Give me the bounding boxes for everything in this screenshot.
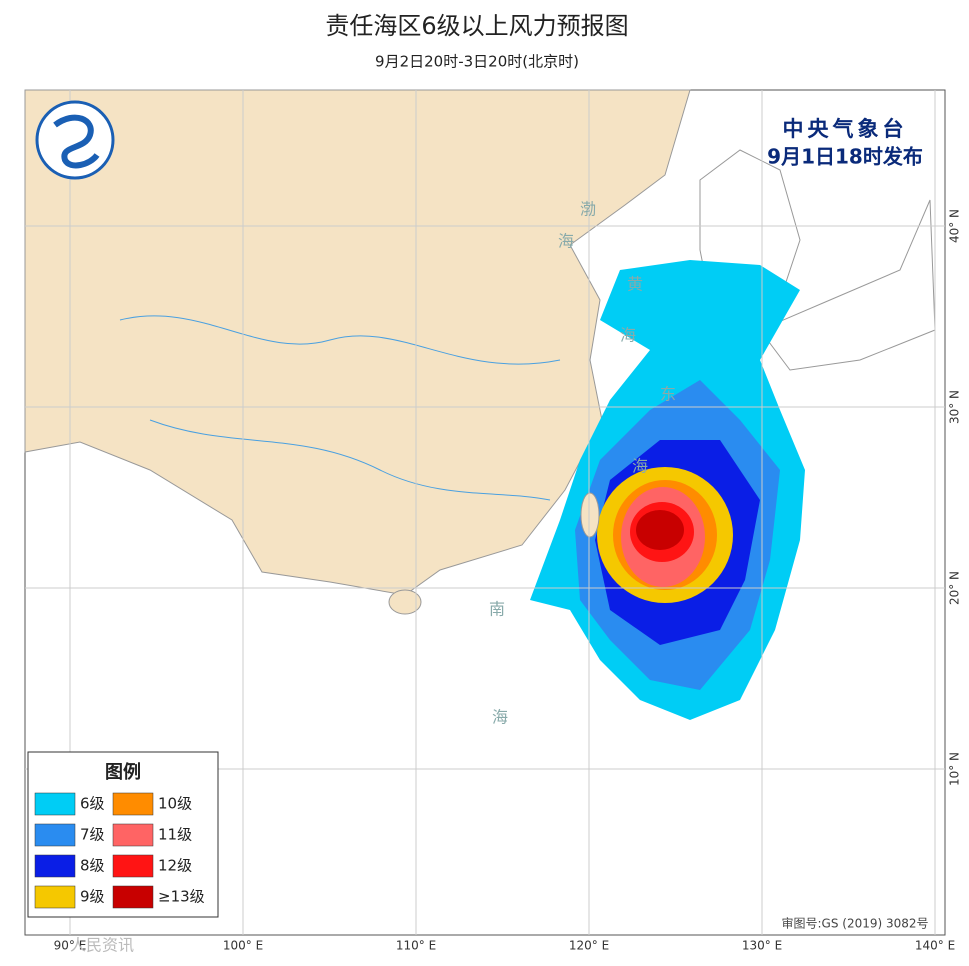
legend-label: 12级 [158, 857, 192, 875]
sea-label: 海 [620, 326, 636, 345]
legend-swatch [112, 792, 154, 816]
graticule: 90° E 100° E 110° E 120° E 130° E 140° E 40° N… [25, 90, 962, 953]
river [119, 315, 561, 365]
wind-zone [636, 510, 684, 550]
legend-label: 9级 [80, 888, 105, 906]
lon-label: 110° E [396, 939, 436, 953]
watermark: 人民资讯 [70, 936, 134, 955]
river [149, 419, 551, 501]
sea-label: 海 [632, 457, 648, 476]
wind-zones [530, 260, 805, 720]
lon-label: 140° E [915, 939, 955, 953]
lat-label: 20° N [948, 571, 962, 605]
legend-swatch [34, 854, 76, 878]
legend-label: 11级 [158, 826, 192, 844]
issue-time: 9月1日18时发布 [767, 145, 923, 169]
legend-title: 图例 [105, 761, 141, 783]
legend-swatch [112, 885, 154, 909]
legend-items: 6级 7级 8级 9级 10级 11级 12级 ≥13级 [34, 792, 205, 909]
japan [759, 199, 936, 371]
lon-label: 90° E [54, 939, 87, 953]
lat-label: 30° N [948, 390, 962, 424]
legend-label: ≥13级 [158, 888, 205, 906]
china-land [24, 89, 691, 596]
sea-label: 海 [558, 232, 574, 251]
legend: 图例 6级 7级 8级 9级 10级 11级 12级 ≥13级 [27, 751, 219, 918]
legend-label: 6级 [80, 795, 105, 813]
lat-label: 10° N [948, 752, 962, 786]
title: 责任海区6级以上风力预报图 [325, 12, 628, 40]
legend-label: 10级 [158, 795, 192, 813]
sea-label: 东 [660, 385, 676, 404]
legend-swatch [112, 823, 154, 847]
legend-label: 8级 [80, 857, 105, 875]
sea-label: 黄 [627, 275, 643, 294]
subtitle: 9月2日20时-3日20时(北京时) [375, 53, 579, 71]
lon-label: 100° E [223, 939, 263, 953]
lon-label: 120° E [569, 939, 609, 953]
hainan [388, 589, 422, 615]
lon-label: 130° E [742, 939, 782, 953]
legend-swatch [112, 854, 154, 878]
legend-swatch [34, 885, 76, 909]
sea-label: 渤 [580, 200, 596, 219]
lat-label: 40° N [948, 209, 962, 243]
legend-swatch [34, 823, 76, 847]
sea-label: 南 [489, 600, 505, 619]
legend-swatch [34, 792, 76, 816]
approval-number: 审图号:GS (2019) 3082号 [781, 916, 928, 931]
publisher: 中央气象台 [783, 117, 908, 141]
legend-label: 7级 [80, 826, 105, 844]
sea-label: 海 [492, 708, 508, 727]
cma-logo [35, 100, 115, 180]
taiwan [580, 492, 600, 538]
